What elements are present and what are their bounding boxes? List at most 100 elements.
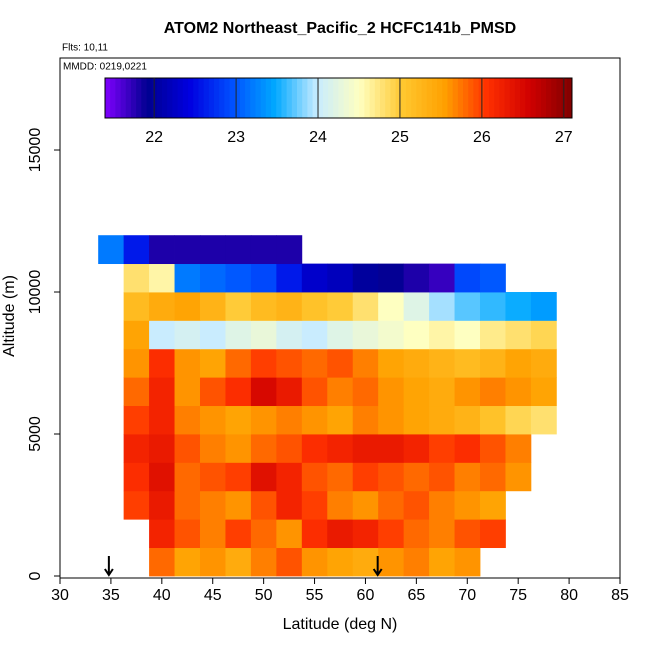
colorbar-swatch — [250, 78, 256, 118]
colorbar-swatch — [530, 78, 537, 118]
heatmap-cell — [301, 462, 328, 492]
heatmap-cell — [403, 434, 430, 463]
colorbar-tick-label: 26 — [473, 129, 491, 146]
colorbar-swatch — [286, 78, 293, 118]
heatmap-cell — [225, 405, 252, 435]
heatmap-cell — [403, 292, 430, 321]
colorbar-swatch — [473, 78, 480, 118]
heatmap-cell — [250, 348, 277, 378]
heatmap-cell — [149, 320, 175, 350]
colorbar-swatch — [566, 78, 573, 118]
heatmap-cell — [200, 490, 226, 520]
heatmap-cell — [480, 519, 506, 549]
colorbar-swatch — [296, 78, 303, 118]
heatmap-cell — [327, 462, 354, 492]
colorbar-swatch — [494, 78, 500, 118]
colorbar-swatch — [302, 78, 308, 118]
heatmap-cell — [454, 263, 481, 293]
heatmap-cell — [480, 348, 506, 378]
colorbar-tick-label: 27 — [555, 129, 573, 146]
heatmap-cell — [403, 462, 430, 492]
heatmap-cell — [149, 377, 175, 407]
heatmap-cell — [301, 405, 328, 435]
heatmap-cell — [276, 547, 303, 577]
heatmap-cell — [174, 320, 201, 350]
heatmap-cell — [200, 263, 226, 293]
heatmap-cell — [505, 348, 532, 378]
colorbar-swatch — [271, 78, 277, 118]
heatmap-cell — [480, 462, 506, 492]
colorbar-swatch — [115, 78, 122, 118]
colorbar-swatch — [400, 78, 407, 118]
heatmap-cell — [174, 263, 201, 293]
heatmap-cell — [378, 292, 405, 321]
heatmap-cell — [327, 434, 354, 463]
heatmap-cell — [225, 547, 252, 577]
colorbar-swatch — [561, 78, 568, 118]
heatmap-cell — [200, 348, 226, 378]
heatmap-cell — [200, 462, 226, 492]
colorbar-swatch — [431, 78, 438, 118]
colorbar-swatch — [556, 78, 563, 118]
colorbar-swatch — [307, 78, 314, 118]
heatmap-cell — [225, 377, 252, 407]
colorbar-swatch — [457, 78, 464, 118]
heatmap-cell — [301, 292, 328, 321]
y-axis-label: Altitude (m) — [1, 275, 18, 357]
colorbar-swatch — [525, 78, 531, 118]
colorbar-swatch — [141, 78, 148, 118]
heatmap-cell — [378, 263, 405, 293]
heatmap-cell — [200, 320, 226, 350]
heatmap-cell — [352, 490, 379, 520]
colorbar-swatch — [416, 78, 423, 118]
heatmap-cell — [174, 490, 201, 520]
colorbar-swatch — [488, 78, 495, 118]
heatmap-cell — [250, 292, 277, 321]
heatmap-cell — [378, 320, 405, 350]
heatmap-cell — [276, 405, 303, 435]
x-tick-label: 80 — [560, 587, 578, 604]
colorbar-swatch — [260, 78, 267, 118]
heatmap-cell — [301, 547, 328, 577]
colorbar-swatch — [255, 78, 262, 118]
x-tick-label: 55 — [306, 587, 324, 604]
colorbar-swatch — [156, 78, 163, 118]
heatmap-cell — [250, 519, 277, 549]
heatmap-cell — [276, 434, 303, 463]
x-tick-label: 85 — [611, 587, 629, 604]
heatmap-cell — [429, 519, 455, 549]
colorbar-swatch — [463, 78, 469, 118]
colorbar-swatch — [359, 78, 365, 118]
colorbar-swatch — [146, 78, 153, 118]
heatmap-cell — [530, 405, 557, 435]
heatmap-cell — [98, 235, 125, 265]
heatmap-cell — [429, 263, 455, 293]
colorbar-swatch — [354, 78, 360, 118]
x-tick-label: 45 — [204, 587, 222, 604]
heatmap-cell — [352, 462, 379, 492]
heatmap-cell — [276, 490, 303, 520]
colorbar-swatch — [535, 78, 542, 118]
colorbar-swatch — [317, 78, 324, 118]
annotation: Flts: 10,11 — [62, 43, 108, 54]
heatmap-cell — [480, 434, 506, 463]
colorbar-swatch — [509, 78, 516, 118]
heatmap-cell — [352, 434, 379, 463]
heatmap-cell — [225, 320, 252, 350]
colorbar-swatch — [177, 78, 184, 118]
chart-title: ATOM2 Northeast_Pacific_2 HCFC141b_PMSD — [164, 20, 516, 37]
heatmap-cell — [250, 462, 277, 492]
heatmap-cell — [200, 292, 226, 321]
heatmap-cell — [530, 348, 557, 378]
colorbar-swatch — [245, 78, 251, 118]
heatmap-cell — [429, 462, 455, 492]
colorbar-swatch — [390, 78, 397, 118]
heatmap-cell — [454, 292, 481, 321]
heatmap-cell — [429, 490, 455, 520]
heatmap-cell — [505, 320, 532, 350]
heatmap-cell — [250, 263, 277, 293]
x-tick-label: 35 — [102, 587, 120, 604]
colorbar-swatch — [364, 78, 371, 118]
colorbar-swatch — [385, 78, 391, 118]
heatmap-cell — [301, 519, 328, 549]
